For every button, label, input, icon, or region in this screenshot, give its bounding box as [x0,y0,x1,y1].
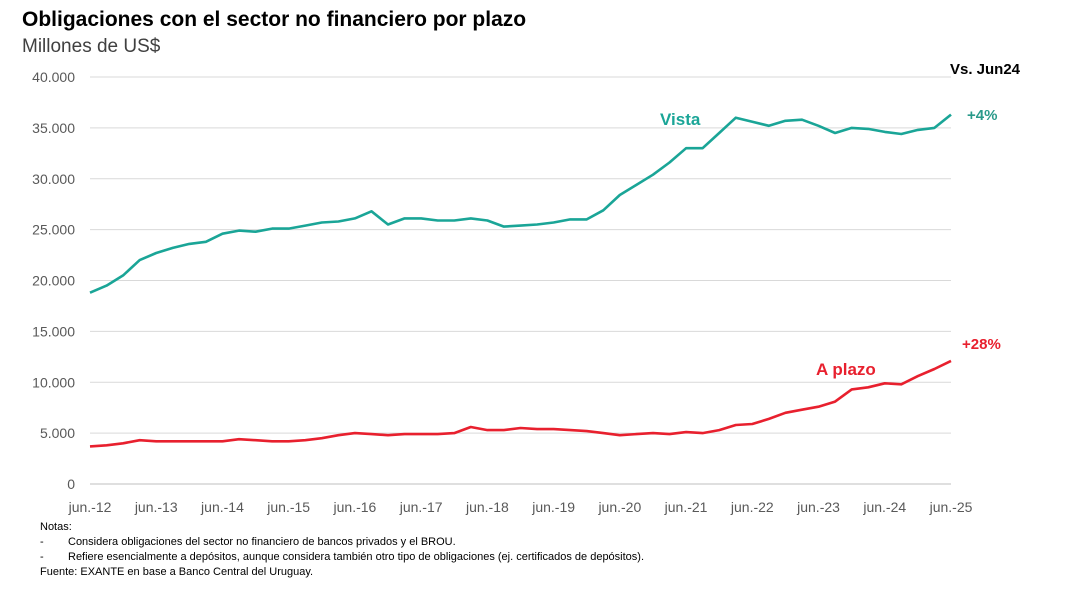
x-tick-label: jun.-20 [597,499,641,515]
y-tick-label: 0 [67,476,75,492]
bullet-marker: - [40,536,44,548]
chart-title: Obligaciones con el sector no financiero… [22,8,527,31]
x-tick-label: jun.-14 [200,499,244,515]
x-tick-label: jun.-23 [796,499,840,515]
y-tick-label: 40.000 [32,69,75,85]
y-tick-label: 5.000 [40,425,75,441]
x-tick-label: jun.-13 [134,499,178,515]
x-tick-label: jun.-24 [862,499,906,515]
series-label-a-plazo: A plazo [816,360,876,379]
x-tick-label: jun.-17 [399,499,443,515]
y-tick-label: 35.000 [32,120,75,136]
bullet-marker: - [40,551,44,563]
note-text: Considera obligaciones del sector no fin… [68,536,456,548]
y-tick-label: 20.000 [32,273,75,289]
x-tick-label: jun.-12 [68,499,112,515]
note-item: - Considera obligaciones del sector no fi… [40,535,644,550]
change-label-vista: +4% [967,107,997,124]
x-tick-label: jun.-22 [730,499,774,515]
x-tick-label: jun.-18 [465,499,509,515]
chart-notes: Notas: - Considera obligaciones del secto… [40,520,644,580]
change-label-a-plazo: +28% [962,336,1001,353]
x-tick-label: jun.-21 [664,499,708,515]
x-tick-label: jun.-16 [333,499,377,515]
chart-subtitle: Millones de US$ [22,36,161,57]
x-tick-label: jun.-25 [929,499,973,515]
y-tick-label: 10.000 [32,374,75,390]
notes-heading: Notas: [40,521,72,533]
source-note: Fuente: EXANTE en base a Banco Central d… [40,566,314,578]
y-tick-label: 30.000 [32,171,75,187]
note-item: - Refiere esencialmente a depósitos, aunq… [40,550,644,565]
y-tick-label: 25.000 [32,222,75,238]
y-tick-label: 15.000 [32,323,75,339]
series-label-vista: Vista [660,110,701,129]
x-tick-label: jun.-19 [531,499,575,515]
note-text: Refiere esencialmente a depósitos, aunqu… [68,551,645,563]
series-line-vista [89,113,952,294]
x-tick-label: jun.-15 [266,499,310,515]
comparison-header: Vs. Jun24 [950,61,1021,78]
